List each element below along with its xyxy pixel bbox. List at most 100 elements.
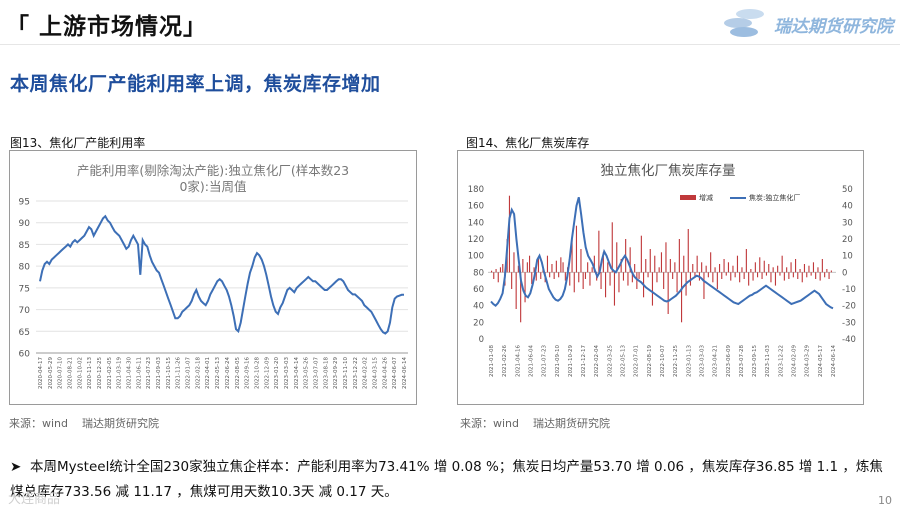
bar-change — [754, 262, 756, 273]
y-right-tick-label: 50 — [842, 185, 853, 195]
brand-logo: 瑞达期货研究院 — [722, 6, 897, 42]
y-left-tick-label: 20 — [473, 318, 484, 328]
bar-change — [799, 269, 801, 273]
x-tick-label: 2022-11-25 — [673, 345, 679, 377]
y-tick-label: 75 — [19, 284, 30, 294]
x-tick-label: 2023-07-07 — [313, 357, 319, 389]
bar-change — [687, 229, 689, 273]
x-tick-label: 2023-07-28 — [739, 345, 745, 377]
x-tick-label: 2021-04-30 — [127, 357, 133, 389]
chart-14-panel: 独立焦化厂焦炭库存量 增减 焦炭:独立焦化厂 180 160 140 120 100 80 60 4… — [457, 150, 864, 405]
bar-change — [658, 267, 660, 273]
summary-bullet: ➤ 本周Mysteel统计全国230家独立焦企样本：产能利用率为73.41% 增 … — [10, 455, 895, 505]
bar-change — [618, 272, 620, 293]
figure-13-caption: 图13、焦化厂产能利用率 — [10, 136, 146, 150]
x-tick-label: 2020-07-10 — [58, 357, 64, 389]
bar-change — [607, 262, 609, 273]
bar-change — [631, 272, 633, 283]
bar-change — [627, 272, 629, 286]
bar-change — [493, 272, 495, 279]
bar-change — [714, 267, 716, 273]
brand-name: 瑞达期货研究院 — [774, 17, 893, 37]
x-tick-label: 2022-09-16 — [245, 357, 251, 389]
bar-change — [531, 272, 533, 284]
bar-change — [719, 264, 721, 273]
bar-change — [649, 249, 651, 273]
x-tick-label: 2021-07-23 — [146, 357, 152, 389]
x-tick-label: 2023-05-26 — [304, 357, 310, 389]
y-right-tick-label: 20 — [842, 235, 853, 245]
bar-change — [571, 239, 573, 273]
bar-change — [803, 264, 806, 273]
bar-change — [598, 230, 600, 273]
bar-change — [795, 259, 797, 273]
bar-change — [808, 265, 810, 273]
legend-swatch-bar — [680, 195, 696, 200]
bar-change — [692, 264, 694, 273]
x-tick-label: 2022-05-13 — [215, 357, 221, 389]
x-tick-label: 2023-04-21 — [713, 345, 719, 377]
bar-change — [508, 195, 511, 273]
summary-text: 本周Mysteel统计全国230家独立焦企样本：产能利用率为73.41% 增 0… — [10, 459, 883, 500]
x-tick-label: 2021-09-03 — [156, 357, 162, 389]
bar-change — [817, 267, 819, 273]
y-left-tick-label: 160 — [468, 202, 484, 212]
x-tick-label: 2023-06-09 — [726, 345, 732, 377]
bar-change — [801, 272, 803, 283]
x-tick-label: 2022-07-01 — [634, 345, 640, 377]
y-left-tick-label: 140 — [468, 218, 484, 228]
bar-change — [676, 272, 678, 293]
bar-change — [759, 257, 761, 273]
bar-change — [721, 272, 723, 279]
bar-change — [788, 272, 790, 279]
x-tick-label: 2023-01-13 — [686, 345, 692, 377]
bar-change — [640, 235, 642, 273]
x-tick-label: 2024-03-29 — [805, 345, 811, 377]
chart-13-panel: 产能利用率(剔除淘汰产能):独立焦化厂(样本数23 0家):当周值 95 90 85 80… — [9, 150, 417, 405]
bar-change — [703, 272, 705, 299]
bullet-arrow-icon: ➤ — [10, 459, 22, 475]
y-left-tick-label: 0 — [479, 335, 484, 345]
x-tick-label: 2021-01-08 — [489, 345, 495, 377]
bar-change — [497, 272, 499, 283]
bar-change — [732, 265, 734, 273]
bar-change — [651, 272, 654, 306]
source-org: 瑞达期货研究院 — [533, 417, 611, 430]
x-tick-label: 2022-03-25 — [607, 345, 613, 377]
coins-icon — [724, 9, 764, 37]
page-header-title: 「 上游市场情况」 — [6, 14, 208, 40]
bar-change — [535, 272, 537, 281]
bar-change — [748, 272, 750, 286]
bar-change — [752, 272, 754, 281]
y-tick-label: 70 — [19, 306, 31, 316]
bar-change — [611, 222, 613, 273]
bar-change — [582, 272, 584, 289]
bar-change — [777, 265, 779, 273]
x-tick-label: 2022-01-07 — [186, 357, 192, 389]
bar-change — [772, 267, 774, 273]
figure-14-caption: 图14、焦化厂焦炭库存 — [466, 136, 590, 150]
x-tick-label: 2020-04-17 — [38, 357, 44, 389]
bar-change — [707, 272, 709, 278]
bar-change — [491, 270, 493, 273]
bar-change — [558, 272, 560, 278]
bar-change — [663, 272, 665, 289]
y-right-tick-label: -10 — [842, 285, 856, 295]
bar-change — [743, 272, 745, 279]
figure-13-source: 来源：wind 瑞达期货研究院 — [9, 415, 173, 431]
bar-change — [725, 272, 727, 276]
y-right-tick-label: 0 — [842, 268, 847, 278]
y-tick-label: 95 — [19, 198, 30, 208]
x-tick-label: 2021-12-17 — [581, 345, 587, 377]
bar-change — [520, 272, 522, 323]
bar-change — [812, 262, 815, 273]
bar-change — [723, 259, 725, 273]
bar-change — [730, 272, 732, 281]
bar-change — [499, 267, 502, 273]
bar-change — [549, 272, 551, 278]
x-tick-label: 2023-01-20 — [274, 357, 280, 389]
bar-change — [553, 272, 555, 279]
bar-change — [540, 272, 542, 279]
bar-change — [511, 272, 513, 289]
